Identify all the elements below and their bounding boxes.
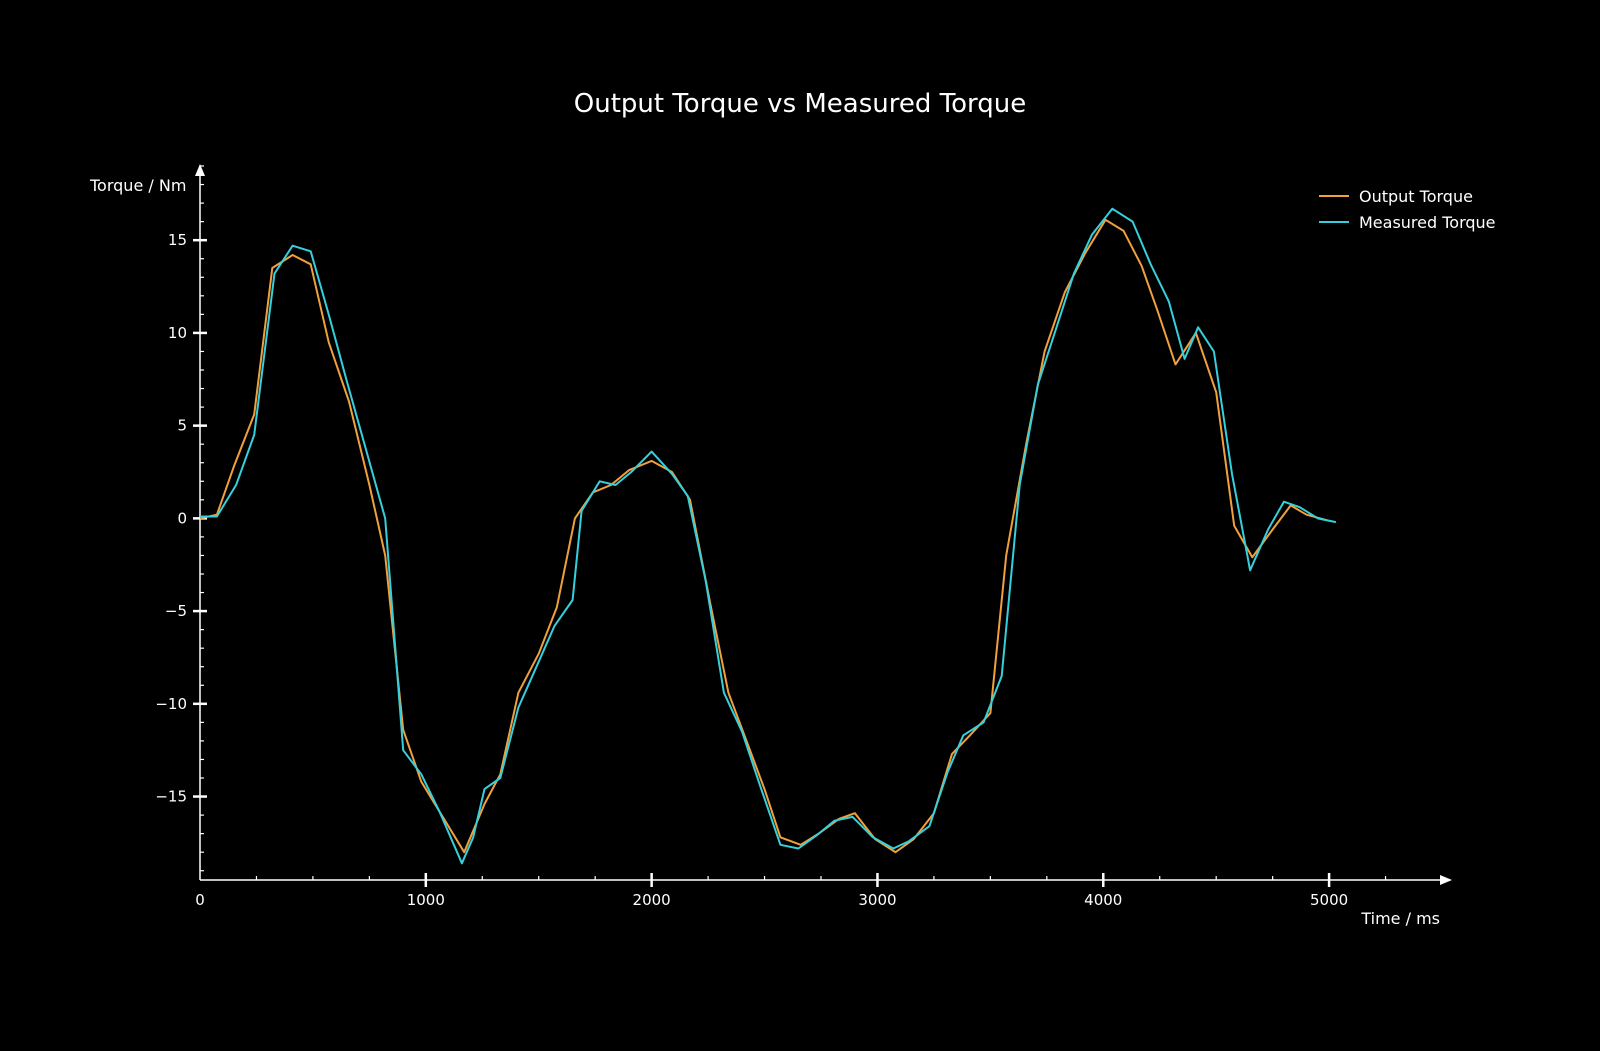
legend-label-measured-torque: Measured Torque <box>1359 213 1496 232</box>
y-tick-label: −15 <box>155 788 187 806</box>
y-tick-label: 5 <box>177 417 187 435</box>
y-tick-label: −10 <box>155 695 187 713</box>
chart-title: Output Torque vs Measured Torque <box>574 89 1026 119</box>
y-tick-label: −5 <box>165 602 187 620</box>
legend-label-output-torque: Output Torque <box>1359 187 1473 206</box>
y-tick-label: 0 <box>177 509 187 527</box>
measured-torque-line <box>200 207 1337 865</box>
series-layer <box>199 207 1337 865</box>
x-axis-title: Time / ms <box>1360 909 1440 928</box>
x-tick-label: 0 <box>195 891 205 909</box>
x-tick-label: 1000 <box>407 891 445 909</box>
x-tick-label: 4000 <box>1084 891 1122 909</box>
x-tick-label: 5000 <box>1310 891 1348 909</box>
y-tick-label: 15 <box>168 231 187 249</box>
legend: Output Torque Measured Torque <box>1319 187 1496 232</box>
output-torque-line <box>199 218 1328 854</box>
y-axis-title: Torque / Nm <box>89 176 186 195</box>
x-tick-label: 2000 <box>633 891 671 909</box>
x-tick-label: 3000 <box>858 891 896 909</box>
x-axis-arrow <box>1440 875 1452 885</box>
y-tick-label: 10 <box>168 324 187 342</box>
y-axis-arrow <box>195 164 205 176</box>
